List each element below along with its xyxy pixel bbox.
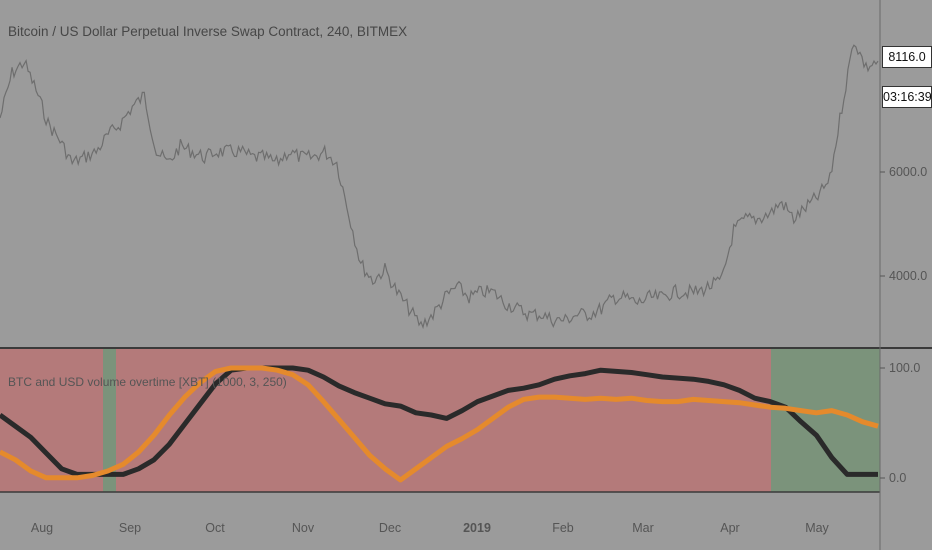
time-axis-label: Aug xyxy=(31,521,53,535)
chart-title[interactable]: Bitcoin / US Dollar Perpetual Inverse Sw… xyxy=(8,24,408,39)
time-axis-label: Feb xyxy=(552,521,574,535)
price-axis-label: 6000.0 xyxy=(889,165,927,179)
time-axis-label: Dec xyxy=(379,521,401,535)
time-axis[interactable]: Aug Sep Oct Nov Dec 2019 Feb Mar Apr May xyxy=(31,521,830,535)
indicator-title[interactable]: BTC and USD volume overtime [XBT] (1000,… xyxy=(8,375,287,389)
indicator-axis-label: 0.0 xyxy=(889,471,906,485)
time-axis-label-year: 2019 xyxy=(463,521,491,535)
time-axis-label: Oct xyxy=(205,521,225,535)
indicator-region-red xyxy=(0,349,103,492)
bar-countdown-tag: 03:16:39 xyxy=(882,86,932,108)
time-axis-label: Sep xyxy=(119,521,141,535)
time-axis-label: May xyxy=(805,521,829,535)
time-axis-label: Mar xyxy=(632,521,654,535)
time-axis-label: Apr xyxy=(720,521,739,535)
indicator-series-orange xyxy=(0,365,879,483)
indicator-background xyxy=(0,349,880,492)
price-series-line xyxy=(0,44,879,330)
time-axis-label: Nov xyxy=(292,521,315,535)
indicator-axis[interactable]: 100.0 0.0 xyxy=(880,361,920,485)
indicator-region-green xyxy=(103,349,116,492)
last-price-tag: 8116.0 xyxy=(882,46,932,68)
indicator-axis-label: 100.0 xyxy=(889,361,920,375)
price-axis-label: 4000.0 xyxy=(889,269,927,283)
price-axis[interactable]: 6000.0 4000.0 xyxy=(880,165,927,283)
indicator-series-black xyxy=(0,365,878,477)
